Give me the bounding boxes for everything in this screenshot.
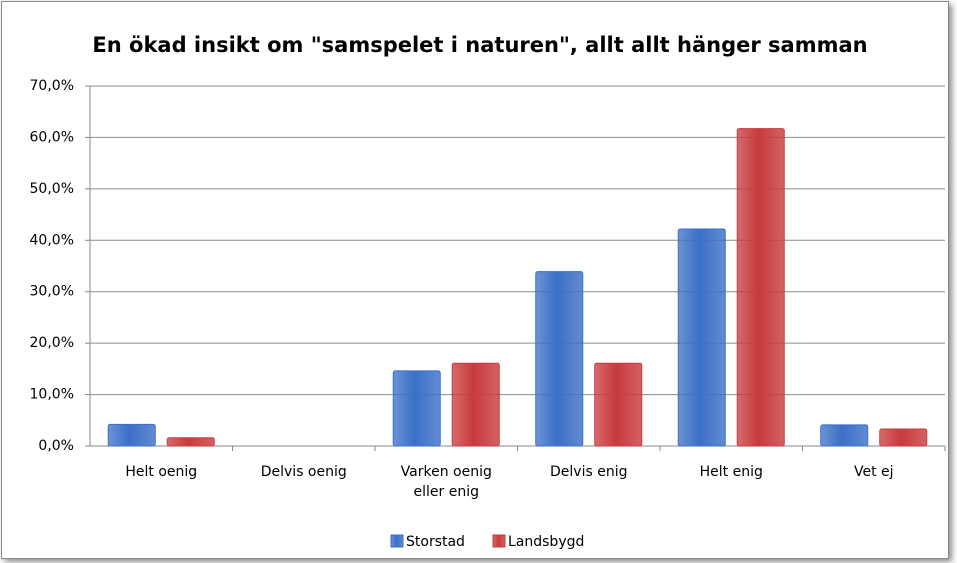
y-tick-label: 10,0% — [30, 387, 74, 403]
bar — [166, 437, 215, 447]
x-tick-label: Vet ej — [853, 464, 894, 480]
x-tick-label: Varken oenig eller enig — [400, 464, 492, 500]
bar — [107, 423, 156, 447]
y-tick-label: 30,0% — [30, 284, 74, 300]
y-tick-label: 60,0% — [30, 129, 74, 145]
bar — [594, 362, 643, 447]
x-tick-label: Helt oenig — [125, 464, 198, 480]
y-tick-label: 40,0% — [30, 232, 74, 248]
chart-title: En ökad insikt om "samspelet i naturen",… — [92, 33, 867, 57]
bar — [879, 428, 928, 447]
legend-swatch — [390, 534, 404, 548]
bar — [392, 370, 441, 447]
x-tick-label: Delvis enig — [550, 464, 628, 480]
y-tick-label: 0,0% — [38, 438, 74, 454]
bar — [677, 228, 726, 447]
x-tick-label: Helt enig — [699, 464, 763, 480]
legend-swatch — [492, 534, 506, 548]
bar — [535, 271, 584, 447]
legend-label: Storstad — [406, 534, 465, 550]
x-tick-label: Delvis oenig — [260, 464, 347, 480]
legend-label: Landsbygd — [508, 534, 584, 550]
y-tick-label: 50,0% — [30, 181, 74, 197]
y-tick-label: 70,0% — [30, 78, 74, 94]
y-tick-label: 20,0% — [30, 335, 74, 351]
bar — [820, 424, 869, 447]
bar — [736, 128, 785, 447]
bar — [451, 362, 500, 447]
